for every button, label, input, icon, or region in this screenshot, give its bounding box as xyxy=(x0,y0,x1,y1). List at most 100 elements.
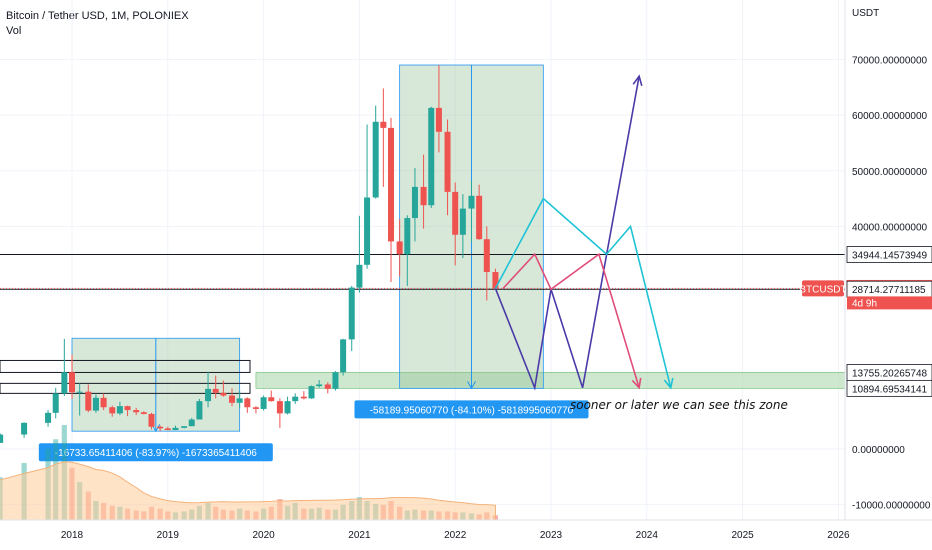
time-tick-label: 2021 xyxy=(348,530,371,541)
price-tag-label: 34944.14573949 xyxy=(852,251,928,262)
candle-body xyxy=(196,401,203,420)
candle-body xyxy=(292,396,299,402)
countdown-box xyxy=(847,296,932,310)
candle-body xyxy=(364,197,371,265)
candle-body xyxy=(388,127,395,242)
projection-line xyxy=(494,76,640,391)
time-tick-label: 2025 xyxy=(731,530,754,541)
projection-line xyxy=(494,197,672,388)
candle-body xyxy=(428,107,435,206)
volume-indicator-label: Vol xyxy=(6,25,22,37)
candle-body xyxy=(260,397,267,409)
candle-body xyxy=(476,195,483,240)
candle-body xyxy=(380,121,387,128)
volume-bars xyxy=(0,425,499,521)
candles xyxy=(0,65,499,443)
candle-body xyxy=(459,208,466,235)
projection-arrow-head xyxy=(663,377,674,390)
time-tick-label: 2022 xyxy=(444,530,467,541)
price-tick-label: -10000.00000000 xyxy=(852,501,931,512)
candle-body xyxy=(172,427,179,431)
projection-arrow-head xyxy=(632,74,643,86)
candle-body xyxy=(0,434,4,443)
candle-body xyxy=(396,241,403,255)
candle-body xyxy=(69,372,75,393)
price-tick-label: 0.00000000 xyxy=(852,445,905,456)
candle-body xyxy=(148,413,155,427)
candle-body xyxy=(284,401,291,414)
time-tick-label: 2018 xyxy=(61,530,84,541)
annotation-group: sooner or later we can see this zone xyxy=(570,398,788,412)
projection-arrow-head xyxy=(631,377,642,390)
candle-body xyxy=(356,264,363,288)
candle-body xyxy=(332,372,339,389)
candle-body xyxy=(404,218,411,255)
candle-body xyxy=(276,401,283,414)
candle-body xyxy=(420,186,427,206)
price-axis-unit: USDT xyxy=(852,8,879,19)
measure-arrow-head xyxy=(467,381,476,390)
symbol-tag-label: BTCUSDT xyxy=(799,284,846,295)
countdown-label: 4d 9h xyxy=(852,298,877,309)
left-zone-outline xyxy=(0,382,251,394)
time-tick-label: 2023 xyxy=(540,530,563,541)
candle-body xyxy=(308,386,315,399)
candle-body xyxy=(164,428,171,431)
candle-body xyxy=(181,426,188,428)
candle-body xyxy=(61,372,68,394)
candle-body xyxy=(157,426,164,429)
price-tag-label: 13755.20265748 xyxy=(852,368,928,379)
candle-body xyxy=(124,406,131,411)
candle-body xyxy=(483,239,490,273)
left-zone-outline xyxy=(0,359,251,373)
candle-body xyxy=(452,191,459,235)
projection-lines xyxy=(494,74,674,391)
measure-label: -16733.65411406 (-83.97%) -1673365411406 xyxy=(55,448,257,459)
price-tag-box xyxy=(846,246,932,263)
price-tick-label: 60000.00000000 xyxy=(852,111,928,122)
candle-body xyxy=(109,407,116,414)
support-zone-rect xyxy=(255,372,846,389)
candle-body xyxy=(348,287,355,340)
horizontal-levels xyxy=(0,254,845,394)
candle-body xyxy=(116,406,123,414)
measure-boxes: -16733.65411406 (-83.97%) -1673365411406… xyxy=(38,64,589,462)
price-axis: USDT 70000.00000000 60000.00000000 50000.0… xyxy=(844,0,931,520)
candle-body xyxy=(205,388,212,402)
candle-body xyxy=(188,419,195,427)
candle-body xyxy=(492,272,499,289)
candle-body xyxy=(340,339,347,373)
chart-title: Bitcoin / Tether USD, 1M, POLONIEX xyxy=(6,10,189,22)
candle-body xyxy=(212,388,219,393)
candle-body xyxy=(236,398,243,403)
price-tag-label: 28714.27711185 xyxy=(852,285,926,296)
symbol-tag-box xyxy=(802,280,844,297)
candle-body xyxy=(324,384,331,389)
zone-annotation: sooner or later we can see this zone xyxy=(570,398,788,412)
candle-body xyxy=(252,407,259,409)
candle-body xyxy=(316,384,323,387)
candle-body xyxy=(100,397,107,408)
time-tick-label: 2024 xyxy=(636,530,659,541)
measure-label: -58189.95060770 (-84.10%) -5818995060770 xyxy=(370,405,574,416)
price-tag-box xyxy=(846,379,932,397)
candle-body xyxy=(52,393,59,413)
candle-body xyxy=(435,107,442,132)
candle-body xyxy=(21,422,28,435)
volume-ma-area xyxy=(0,461,496,521)
candle-body xyxy=(244,398,251,408)
time-tick-label: 2020 xyxy=(252,530,275,541)
candle-body xyxy=(372,121,379,198)
time-axis: 2018 2019 2020 2021 2022 2023 2024 2025 2026 xyxy=(0,519,932,541)
candle-body xyxy=(92,397,99,411)
price-tick-label: 40000.00000000 xyxy=(852,222,928,233)
candle-body xyxy=(220,392,227,396)
candle-body xyxy=(45,412,52,423)
price-tick-label: 70000.00000000 xyxy=(852,55,928,66)
candle-body xyxy=(133,410,140,413)
projection-line xyxy=(502,252,640,389)
candle-body xyxy=(411,186,418,219)
support-zone xyxy=(255,372,846,389)
candle-body xyxy=(468,195,475,209)
